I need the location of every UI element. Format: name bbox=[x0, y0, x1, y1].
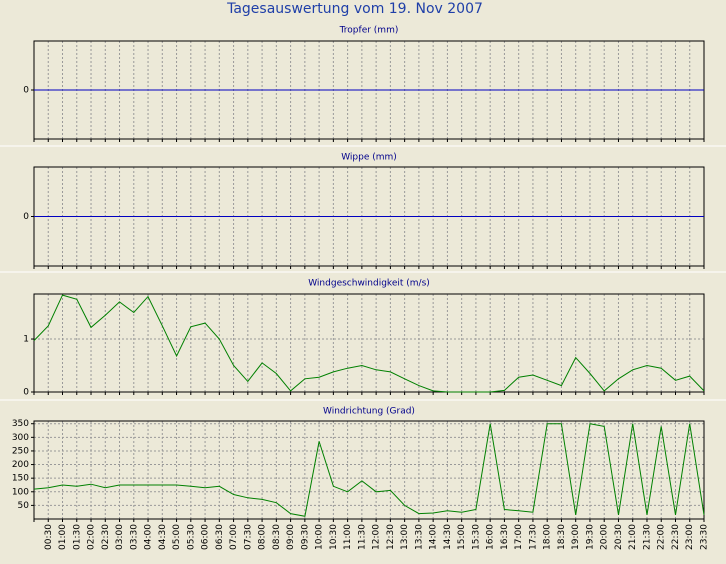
x-tick-label: 17:00 bbox=[514, 524, 524, 550]
x-tick-label: 18:30 bbox=[557, 524, 567, 550]
data-line bbox=[33, 294, 705, 393]
x-tick-label: 07:30 bbox=[243, 524, 253, 550]
x-tick-label: 05:00 bbox=[172, 524, 182, 550]
x-tick-label: 09:00 bbox=[286, 524, 296, 550]
panel-title: Wippe (mm) bbox=[341, 153, 397, 163]
x-tick-label: 11:00 bbox=[343, 524, 353, 550]
x-tick-label: 03:00 bbox=[115, 524, 125, 550]
x-tick-label: 04:00 bbox=[144, 524, 154, 550]
y-tick-label: 250 bbox=[12, 446, 29, 456]
y-tick-label: 150 bbox=[12, 474, 29, 484]
x-tick-label: 13:00 bbox=[400, 524, 410, 550]
x-tick-label: 20:00 bbox=[600, 524, 610, 550]
y-tick-label: 0 bbox=[23, 86, 29, 96]
x-tick-label: 21:30 bbox=[642, 524, 652, 550]
x-tick-label: 22:30 bbox=[671, 524, 681, 550]
x-tick-label: 04:30 bbox=[158, 524, 168, 550]
x-tick-label: 16:30 bbox=[500, 524, 510, 550]
y-tick-label: 50 bbox=[18, 501, 30, 511]
x-tick-label: 02:00 bbox=[87, 524, 97, 550]
panel-title: Tropfer (mm) bbox=[339, 26, 399, 36]
x-tick-label: 02:30 bbox=[101, 524, 111, 550]
x-tick-label: 10:30 bbox=[329, 524, 339, 550]
y-tick-label: 300 bbox=[12, 433, 29, 443]
x-tick-label: 06:00 bbox=[201, 524, 211, 550]
x-tick-label: 19:00 bbox=[571, 524, 581, 550]
x-tick-label: 16:00 bbox=[486, 524, 496, 550]
x-tick-label: 17:30 bbox=[528, 524, 538, 550]
x-tick-label: 03:30 bbox=[129, 524, 139, 550]
x-tick-label: 01:30 bbox=[72, 524, 82, 550]
x-tick-label: 07:00 bbox=[229, 524, 239, 550]
data-line bbox=[33, 423, 705, 517]
panel-title: Windrichtung (Grad) bbox=[323, 407, 415, 417]
plot-frame bbox=[33, 420, 705, 520]
y-tick-label: 200 bbox=[12, 460, 29, 470]
x-tick-label: 00:30 bbox=[44, 524, 54, 550]
x-tick-label: 22:00 bbox=[657, 524, 667, 550]
x-tick-label: 01:00 bbox=[58, 524, 68, 550]
y-tick-label: 350 bbox=[12, 419, 29, 429]
x-tick-label: 08:30 bbox=[272, 524, 282, 550]
x-tick-label: 10:00 bbox=[315, 524, 325, 550]
y-tick-label: 100 bbox=[12, 487, 29, 497]
x-tick-label: 15:30 bbox=[471, 524, 481, 550]
panel-title: Windgeschwindigkeit (m/s) bbox=[308, 279, 430, 289]
x-tick-label: 09:30 bbox=[300, 524, 310, 550]
x-tick-label: 19:30 bbox=[585, 524, 595, 550]
x-tick-label: 20:30 bbox=[614, 524, 624, 550]
x-tick-label: 23:30 bbox=[700, 524, 710, 550]
x-tick-label: 21:00 bbox=[628, 524, 638, 550]
page-title: Tagesauswertung vom 19. Nov 2007 bbox=[226, 1, 483, 17]
x-tick-label: 14:30 bbox=[443, 524, 453, 550]
x-tick-label: 23:00 bbox=[685, 524, 695, 550]
x-tick-label: 05:30 bbox=[186, 524, 196, 550]
x-tick-label: 11:30 bbox=[357, 524, 367, 550]
y-tick-label: 0 bbox=[23, 388, 29, 398]
x-tick-label: 12:30 bbox=[386, 524, 396, 550]
x-tick-label: 14:00 bbox=[429, 524, 439, 550]
plot-frame bbox=[33, 293, 705, 393]
x-tick-label: 18:00 bbox=[543, 524, 553, 550]
y-tick-label: 1 bbox=[23, 335, 29, 345]
x-tick-label: 15:00 bbox=[457, 524, 467, 550]
x-tick-label: 08:00 bbox=[258, 524, 268, 550]
x-tick-label: 13:30 bbox=[414, 524, 424, 550]
x-tick-label: 06:30 bbox=[215, 524, 225, 550]
x-tick-label: 12:00 bbox=[372, 524, 382, 550]
y-tick-label: 0 bbox=[23, 212, 29, 222]
